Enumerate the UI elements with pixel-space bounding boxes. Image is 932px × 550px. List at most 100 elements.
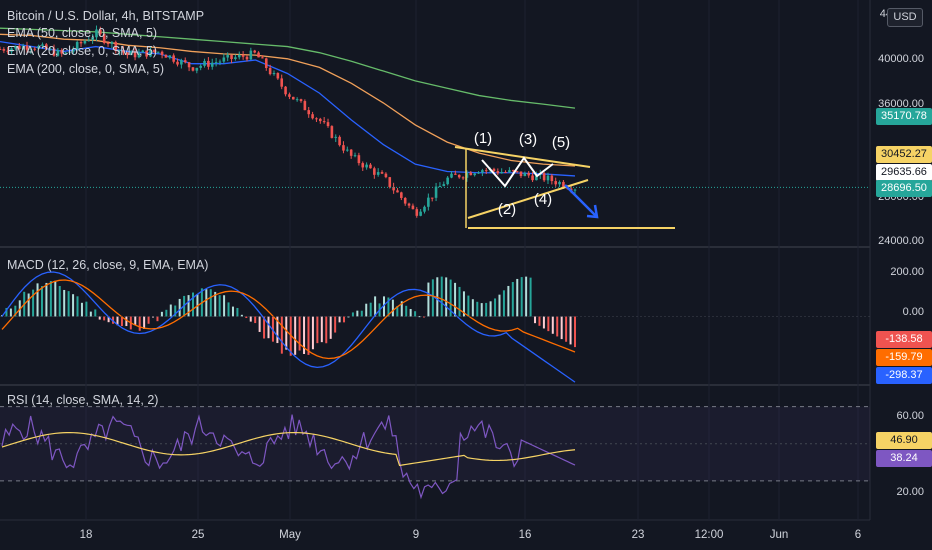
candle-body [450, 173, 453, 178]
candle-body [160, 51, 164, 55]
macd-histogram-bar [187, 295, 190, 317]
candle-body [484, 170, 488, 172]
candle-body [376, 172, 380, 175]
macd-histogram-bar [49, 281, 52, 317]
candle-body [407, 203, 411, 206]
ema200-price-tag: 35170.78 [876, 108, 932, 125]
macd-histogram-bar [422, 316, 425, 318]
candle-body [519, 171, 523, 177]
candle-body [384, 173, 388, 178]
macd-histogram-bar [343, 316, 346, 323]
macd-histogram-bar [485, 302, 488, 317]
candle-body [349, 149, 353, 156]
macd-histogram-bar [538, 316, 541, 326]
candle-body [149, 49, 152, 57]
macd-histogram-bar [316, 316, 319, 344]
macd-histogram-bar [502, 290, 505, 317]
macd-histogram-bar [458, 286, 461, 317]
candle-body [562, 181, 565, 188]
legend-ema200[interactable]: EMA (200, close, 0, SMA, 5) [7, 62, 165, 76]
macd-histogram-bar [258, 316, 261, 332]
candle-body [72, 49, 75, 52]
macd-axis-label: 200.00 [890, 266, 924, 278]
macd-histogram-bar [418, 316, 421, 318]
candle-body [168, 55, 172, 58]
candle-body [288, 94, 291, 97]
candle-body [114, 42, 118, 52]
candle-body [95, 29, 98, 38]
macd-histogram-bar [369, 302, 372, 317]
macd-histogram-bar [551, 316, 554, 334]
candle-body [126, 52, 129, 56]
candle-body [396, 190, 399, 193]
macd-signal-tag: -159.79 [876, 349, 932, 366]
macd-histogram-bar [383, 296, 385, 317]
macd-histogram-bar [27, 293, 30, 317]
candle-body [261, 57, 264, 59]
candle-body [319, 118, 322, 122]
rsi-title[interactable]: RSI (14, close, SMA, 14, 2) [7, 393, 159, 407]
candle-body [454, 173, 457, 175]
candle-body [83, 41, 87, 44]
macd-histogram-bar [14, 305, 17, 317]
macd-histogram-bar [54, 280, 57, 317]
macd-histogram-bar [303, 316, 306, 355]
candle-body [434, 186, 438, 198]
macd-histogram-bar [205, 289, 208, 317]
target-arrow [564, 184, 597, 217]
macd-histogram-bar [143, 316, 146, 329]
wave-label: (2) [498, 201, 516, 218]
rsi-tag: 38.24 [876, 450, 932, 467]
macd-histogram-bar [40, 286, 43, 317]
macd-histogram-bar [494, 298, 497, 317]
candle-body [415, 209, 419, 216]
candle-body [481, 170, 484, 173]
macd-histogram-bar [120, 316, 123, 327]
candle-body [257, 52, 260, 58]
macd-histogram-bar [116, 316, 119, 326]
candle-body [241, 54, 245, 57]
candle-body [423, 206, 426, 212]
candle-body [48, 48, 52, 50]
currency-button[interactable]: USD [887, 8, 923, 27]
macd-histogram-bar [156, 316, 159, 322]
candle-body [380, 172, 384, 174]
legend-ema50[interactable]: EMA (50, close, 0, SMA, 5) [7, 26, 158, 40]
candle-body [75, 42, 79, 50]
rsi-axis-label: 20.00 [896, 486, 924, 498]
macd-histogram-bar [396, 306, 399, 317]
macd-histogram-bar [165, 309, 168, 317]
candle-body [187, 62, 191, 68]
candle-body [307, 110, 311, 115]
candle-body [473, 173, 476, 176]
rsi-axis-label: 60.00 [896, 410, 924, 422]
candle-body [133, 51, 137, 58]
macd-histogram-bar [58, 286, 61, 317]
candle-body [388, 177, 392, 187]
macd-histogram-bar [360, 310, 363, 317]
macd-title[interactable]: MACD (12, 26, close, 9, EMA, EMA) [7, 258, 209, 272]
candle-body [430, 197, 434, 199]
candle-body [141, 50, 145, 53]
macd-histogram-bar [263, 316, 266, 339]
candle-body [6, 50, 10, 52]
candle-body [106, 42, 110, 44]
macd-line [1, 271, 576, 383]
candle-body [199, 65, 202, 68]
candle-body [504, 171, 507, 173]
candle-body [25, 45, 29, 50]
macd-histogram-bar [320, 316, 323, 343]
macd-histogram-bar [298, 316, 301, 351]
candle-body [226, 55, 229, 58]
macd-histogram-bar [276, 316, 279, 344]
candle-body [523, 172, 527, 177]
candle-body [0, 49, 2, 50]
macd-histogram-bar [507, 285, 510, 317]
candle-body [191, 67, 195, 71]
candle-body [195, 67, 199, 71]
legend-ema20[interactable]: EMA (20, close, 0, SMA, 5) [7, 44, 158, 58]
macd-histogram-bar [454, 282, 457, 317]
macd-histogram-bar [192, 292, 194, 317]
candle-body [334, 136, 338, 138]
